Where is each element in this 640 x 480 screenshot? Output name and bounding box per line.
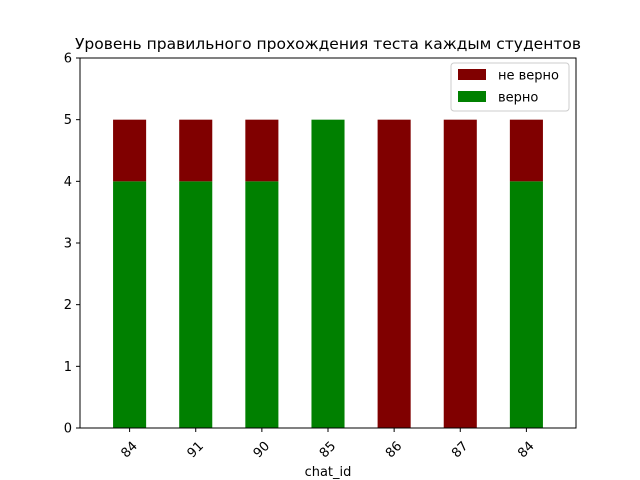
y-tick-label: 5 (64, 113, 72, 128)
bar-incorrect-5 (443, 119, 477, 429)
chart-title: Уровень правильного прохождения теста ка… (75, 35, 581, 53)
legend: не верно верно (450, 62, 570, 112)
y-tick-label: 3 (64, 237, 72, 252)
x-tick-label: 90 (251, 439, 273, 461)
y-tick-label: 2 (64, 298, 72, 313)
y-tick-label: 0 (64, 422, 72, 437)
bar-correct-6 (509, 181, 543, 428)
x-tick-label: 85 (317, 439, 339, 461)
bar-correct-1 (179, 181, 213, 428)
bar-incorrect-1 (179, 119, 213, 182)
bar-correct-3 (311, 119, 345, 429)
x-tick-label: 84 (118, 439, 140, 461)
bar-incorrect-0 (113, 119, 147, 182)
legend-swatch (458, 69, 486, 80)
legend-label: верно (498, 91, 538, 106)
x-tick-label: 84 (515, 439, 537, 461)
x-axis: 84 91 90 85 86 87 84 (118, 428, 538, 461)
bars-group (113, 119, 543, 429)
bar-incorrect-2 (245, 119, 279, 182)
bar-incorrect-6 (509, 119, 543, 182)
legend-label: не верно (498, 69, 559, 84)
y-tick-label: 6 (64, 52, 72, 67)
y-tick-label: 4 (64, 175, 72, 190)
y-tick-label: 1 (64, 360, 72, 375)
x-tick-label: 91 (185, 439, 207, 461)
y-axis: 0 1 2 3 4 5 6 (64, 52, 80, 437)
bar-correct-2 (245, 181, 279, 428)
bar-incorrect-4 (377, 119, 411, 429)
x-axis-label: chat_id (305, 465, 352, 480)
bar-correct-0 (113, 181, 147, 428)
x-tick-label: 86 (383, 439, 405, 461)
x-tick-label: 87 (449, 439, 471, 461)
legend-swatch (458, 91, 486, 102)
